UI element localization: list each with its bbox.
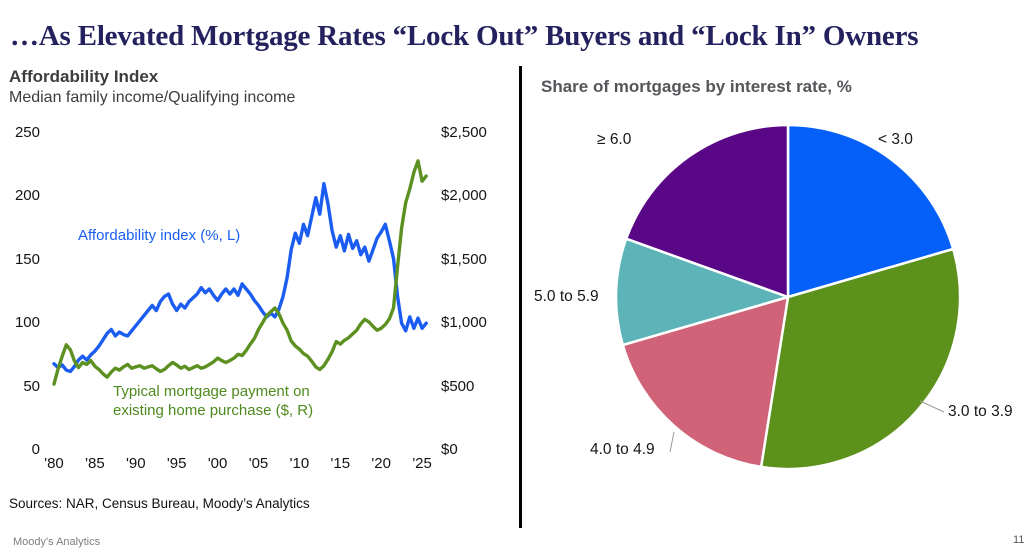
pie-label-under-3: < 3.0 xyxy=(878,131,913,148)
pie-label-leader-line xyxy=(919,400,945,413)
pie-slice-3-0-to-3-9 xyxy=(759,247,962,471)
x-tick: '25 xyxy=(412,455,432,472)
y-right-tick: $1,500 xyxy=(441,250,487,268)
x-tick: '90 xyxy=(126,455,146,472)
pie-label-3-to-3-9: 3.0 to 3.9 xyxy=(948,403,1013,420)
green-series-label: Typical mortgage payment on existing hom… xyxy=(113,382,313,420)
footer-brand: Moody's Analytics xyxy=(13,536,101,548)
pie-label-6-plus: ≥ 6.0 xyxy=(597,131,632,148)
x-tick: '20 xyxy=(371,455,391,472)
line-series-affordability xyxy=(52,181,428,374)
slide-title: …As Elevated Mortgage Rates “Lock Out” B… xyxy=(10,20,919,52)
x-tick: '00 xyxy=(207,455,228,472)
y-right-tick: $2,500 xyxy=(441,124,487,141)
x-tick: '05 xyxy=(248,455,269,472)
green-series-label-line1: Typical mortgage payment on xyxy=(113,383,310,400)
y-right-tick: $500 xyxy=(441,377,475,395)
pie-slice--3-0 xyxy=(786,123,955,299)
panel-divider xyxy=(519,66,522,528)
y-left-tick: 250 xyxy=(14,124,40,141)
y-left-tick: 150 xyxy=(14,250,40,268)
line-chart-title: Affordability Index xyxy=(9,67,159,86)
pie-slice--6-0 xyxy=(624,123,790,299)
y-left-tick: 50 xyxy=(23,377,40,395)
pie-chart-title: Share of mortgages by interest rate, % xyxy=(541,77,852,96)
y-right-tick: $0 xyxy=(441,441,458,458)
pie-slice-5-0-to-5-9 xyxy=(614,237,790,347)
x-tick: '85 xyxy=(85,455,105,472)
footer-page-number: 11 xyxy=(1013,534,1024,546)
x-tick: '15 xyxy=(330,455,351,472)
y-left-tick: 200 xyxy=(14,187,40,205)
pie-label-4-to-4-9: 4.0 to 4.9 xyxy=(590,441,655,458)
y-right-tick: $1,000 xyxy=(441,314,487,332)
x-tick: '95 xyxy=(166,455,187,472)
line-series-payment xyxy=(52,159,428,386)
blue-series-label: Affordability index (%, L) xyxy=(78,227,241,244)
x-tick: '10 xyxy=(289,455,310,472)
pie-slice-4-0-to-4-9 xyxy=(621,295,790,469)
pie-label-leader-line xyxy=(669,431,675,453)
y-left-tick: 100 xyxy=(14,314,40,332)
pie-label-5-to-5-9: 5.0 to 5.9 xyxy=(534,288,599,305)
y-left-tick: 0 xyxy=(31,441,40,458)
x-tick: '80 xyxy=(44,455,64,472)
sources-note: Sources: NAR, Census Bureau, Moody’s Ana… xyxy=(9,496,310,511)
green-series-label-line2: existing home purchase ($, R) xyxy=(113,402,314,419)
y-right-tick: $2,000 xyxy=(441,187,487,205)
line-chart-subtitle: Median family income/Qualifying income xyxy=(9,89,296,106)
